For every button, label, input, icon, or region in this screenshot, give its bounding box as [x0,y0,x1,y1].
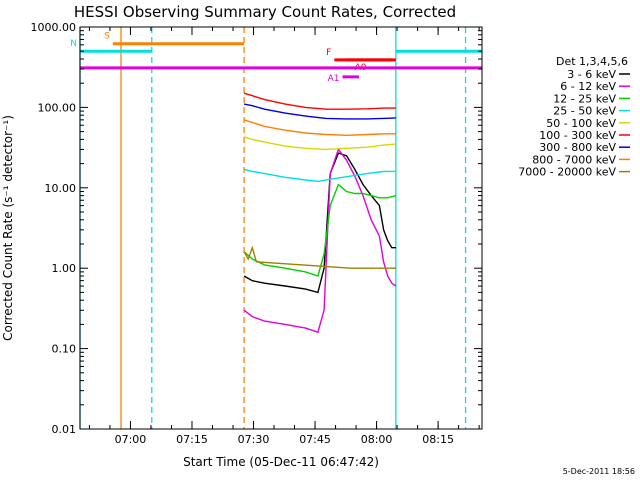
series-line-4 [243,136,396,151]
legend-title: Det 1,3,4,5,6 [556,55,628,68]
flag-label-3: F [326,48,331,58]
x-tick-label: 07:00 [115,433,147,446]
x-tick-label: 08:00 [361,433,393,446]
axes: 0.01 0.10 1.00 10.00 100.00 1000.00 07:00 07:15… [31,21,482,446]
series-line-3 [243,168,396,183]
legend-label: 300 - 800 keV [539,141,616,154]
x-tick-label: 07:45 [299,433,331,446]
y-tick-label: 0.01 [52,423,77,436]
footer-timestamp: 5-Dec-2011 18:56 [563,467,635,476]
x-axis-label: Start Time (05-Dec-11 06:47:42) [183,455,379,469]
y-tick-label: 0.10 [52,343,77,356]
legend-label: 7000 - 20000 keV [518,166,616,179]
legend-label: 50 - 100 keV [546,117,616,130]
flag-label-0: S [104,32,110,42]
y-axis-label: Corrected Count Rate (s⁻¹ detector⁻¹) [1,115,15,341]
x-tick-label: 07:15 [176,433,208,446]
plot-frame [79,26,483,430]
series-line-8 [243,245,396,269]
y-tick-label: 100.00 [38,101,77,114]
series-line-5 [243,92,396,110]
legend-label: 25 - 50 keV [553,105,616,118]
legend-label: 6 - 12 keV [560,80,616,93]
plot-area: SNFA0A1 [70,27,482,429]
series-line-6 [243,103,396,120]
series-line-2 [243,183,397,277]
chart-title: HESSI Observing Summary Count Rates, Cor… [74,3,456,21]
y-tick-label: 1.00 [52,262,77,275]
series-line-7 [243,119,396,137]
legend-label: 100 - 300 keV [539,129,616,142]
x-tick-label: 07:30 [238,433,270,446]
series-line-1 [243,147,397,334]
y-tick-label: 1000.00 [31,21,77,34]
x-tick-label: 08:15 [422,433,454,446]
flag-label-5: A1 [328,74,340,84]
flag-label-1: N [70,39,77,49]
legend-label: 3 - 6 keV [567,68,616,81]
y-tick-label: 10.00 [45,182,77,195]
legend-label: 800 - 7000 keV [532,153,616,166]
legend-label: 12 - 25 keV [553,92,616,105]
